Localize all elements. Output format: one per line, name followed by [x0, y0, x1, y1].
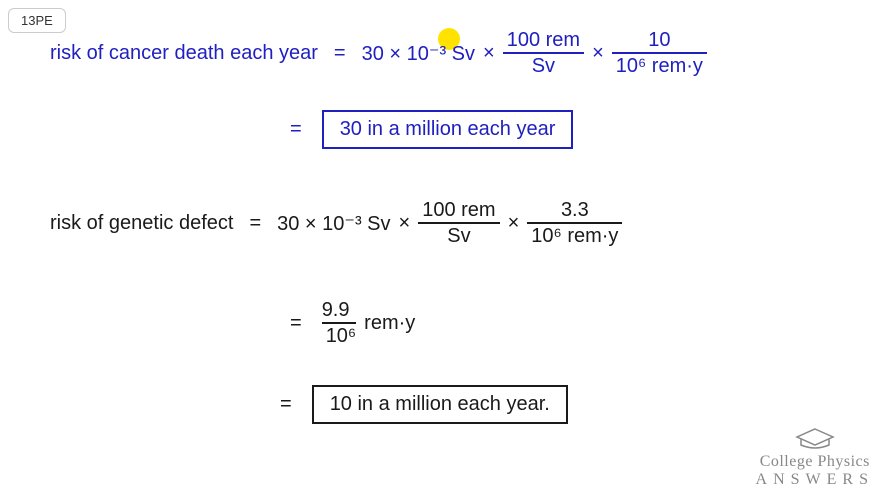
frac-rem-per-sv: 100 rem Sv: [503, 30, 584, 76]
problem-tab-label: 13PE: [21, 13, 53, 28]
frac-rem-per-sv: 100 rem Sv: [418, 200, 499, 246]
frac-rate: 3.3 10⁶ rem·y: [527, 200, 622, 246]
graduation-cap-icon: [795, 427, 835, 451]
times: ×: [399, 212, 411, 235]
frac-value: 9.9 10⁶: [322, 300, 356, 346]
equation-genetic-risk: risk of genetic defect = 30 × 10⁻³ Sv × …: [50, 200, 622, 246]
term-dose: 30 × 10⁻³ Sv: [362, 41, 475, 66]
brand-logo: College Physics ANSWERS: [756, 427, 874, 489]
unit: rem·y: [364, 312, 415, 335]
equals: =: [249, 212, 261, 235]
times: ×: [508, 212, 520, 235]
equation-cancer-risk: risk of cancer death each year = 30 × 10…: [50, 30, 707, 76]
times: ×: [592, 42, 604, 65]
lhs-text: risk of cancer death each year: [50, 42, 318, 65]
equals: =: [290, 118, 302, 141]
logo-line1: College Physics: [756, 453, 874, 471]
intermediate-genetic: = 9.9 10⁶ rem·y: [290, 300, 415, 346]
times: ×: [483, 42, 495, 65]
lhs-text: risk of genetic defect: [50, 212, 233, 235]
boxed-answer-genetic: 10 in a million each year.: [312, 385, 568, 424]
frac-rate: 10 10⁶ rem·y: [612, 30, 707, 76]
equals: =: [280, 393, 292, 416]
equals: =: [334, 42, 346, 65]
result-genetic-risk: = 10 in a million each year.: [280, 385, 568, 424]
result-cancer-risk: = 30 in a million each year: [290, 110, 573, 149]
term-dose: 30 × 10⁻³ Sv: [277, 211, 390, 236]
boxed-answer-cancer: 30 in a million each year: [322, 110, 574, 149]
logo-line2: ANSWERS: [756, 471, 874, 489]
equals: =: [290, 312, 302, 335]
